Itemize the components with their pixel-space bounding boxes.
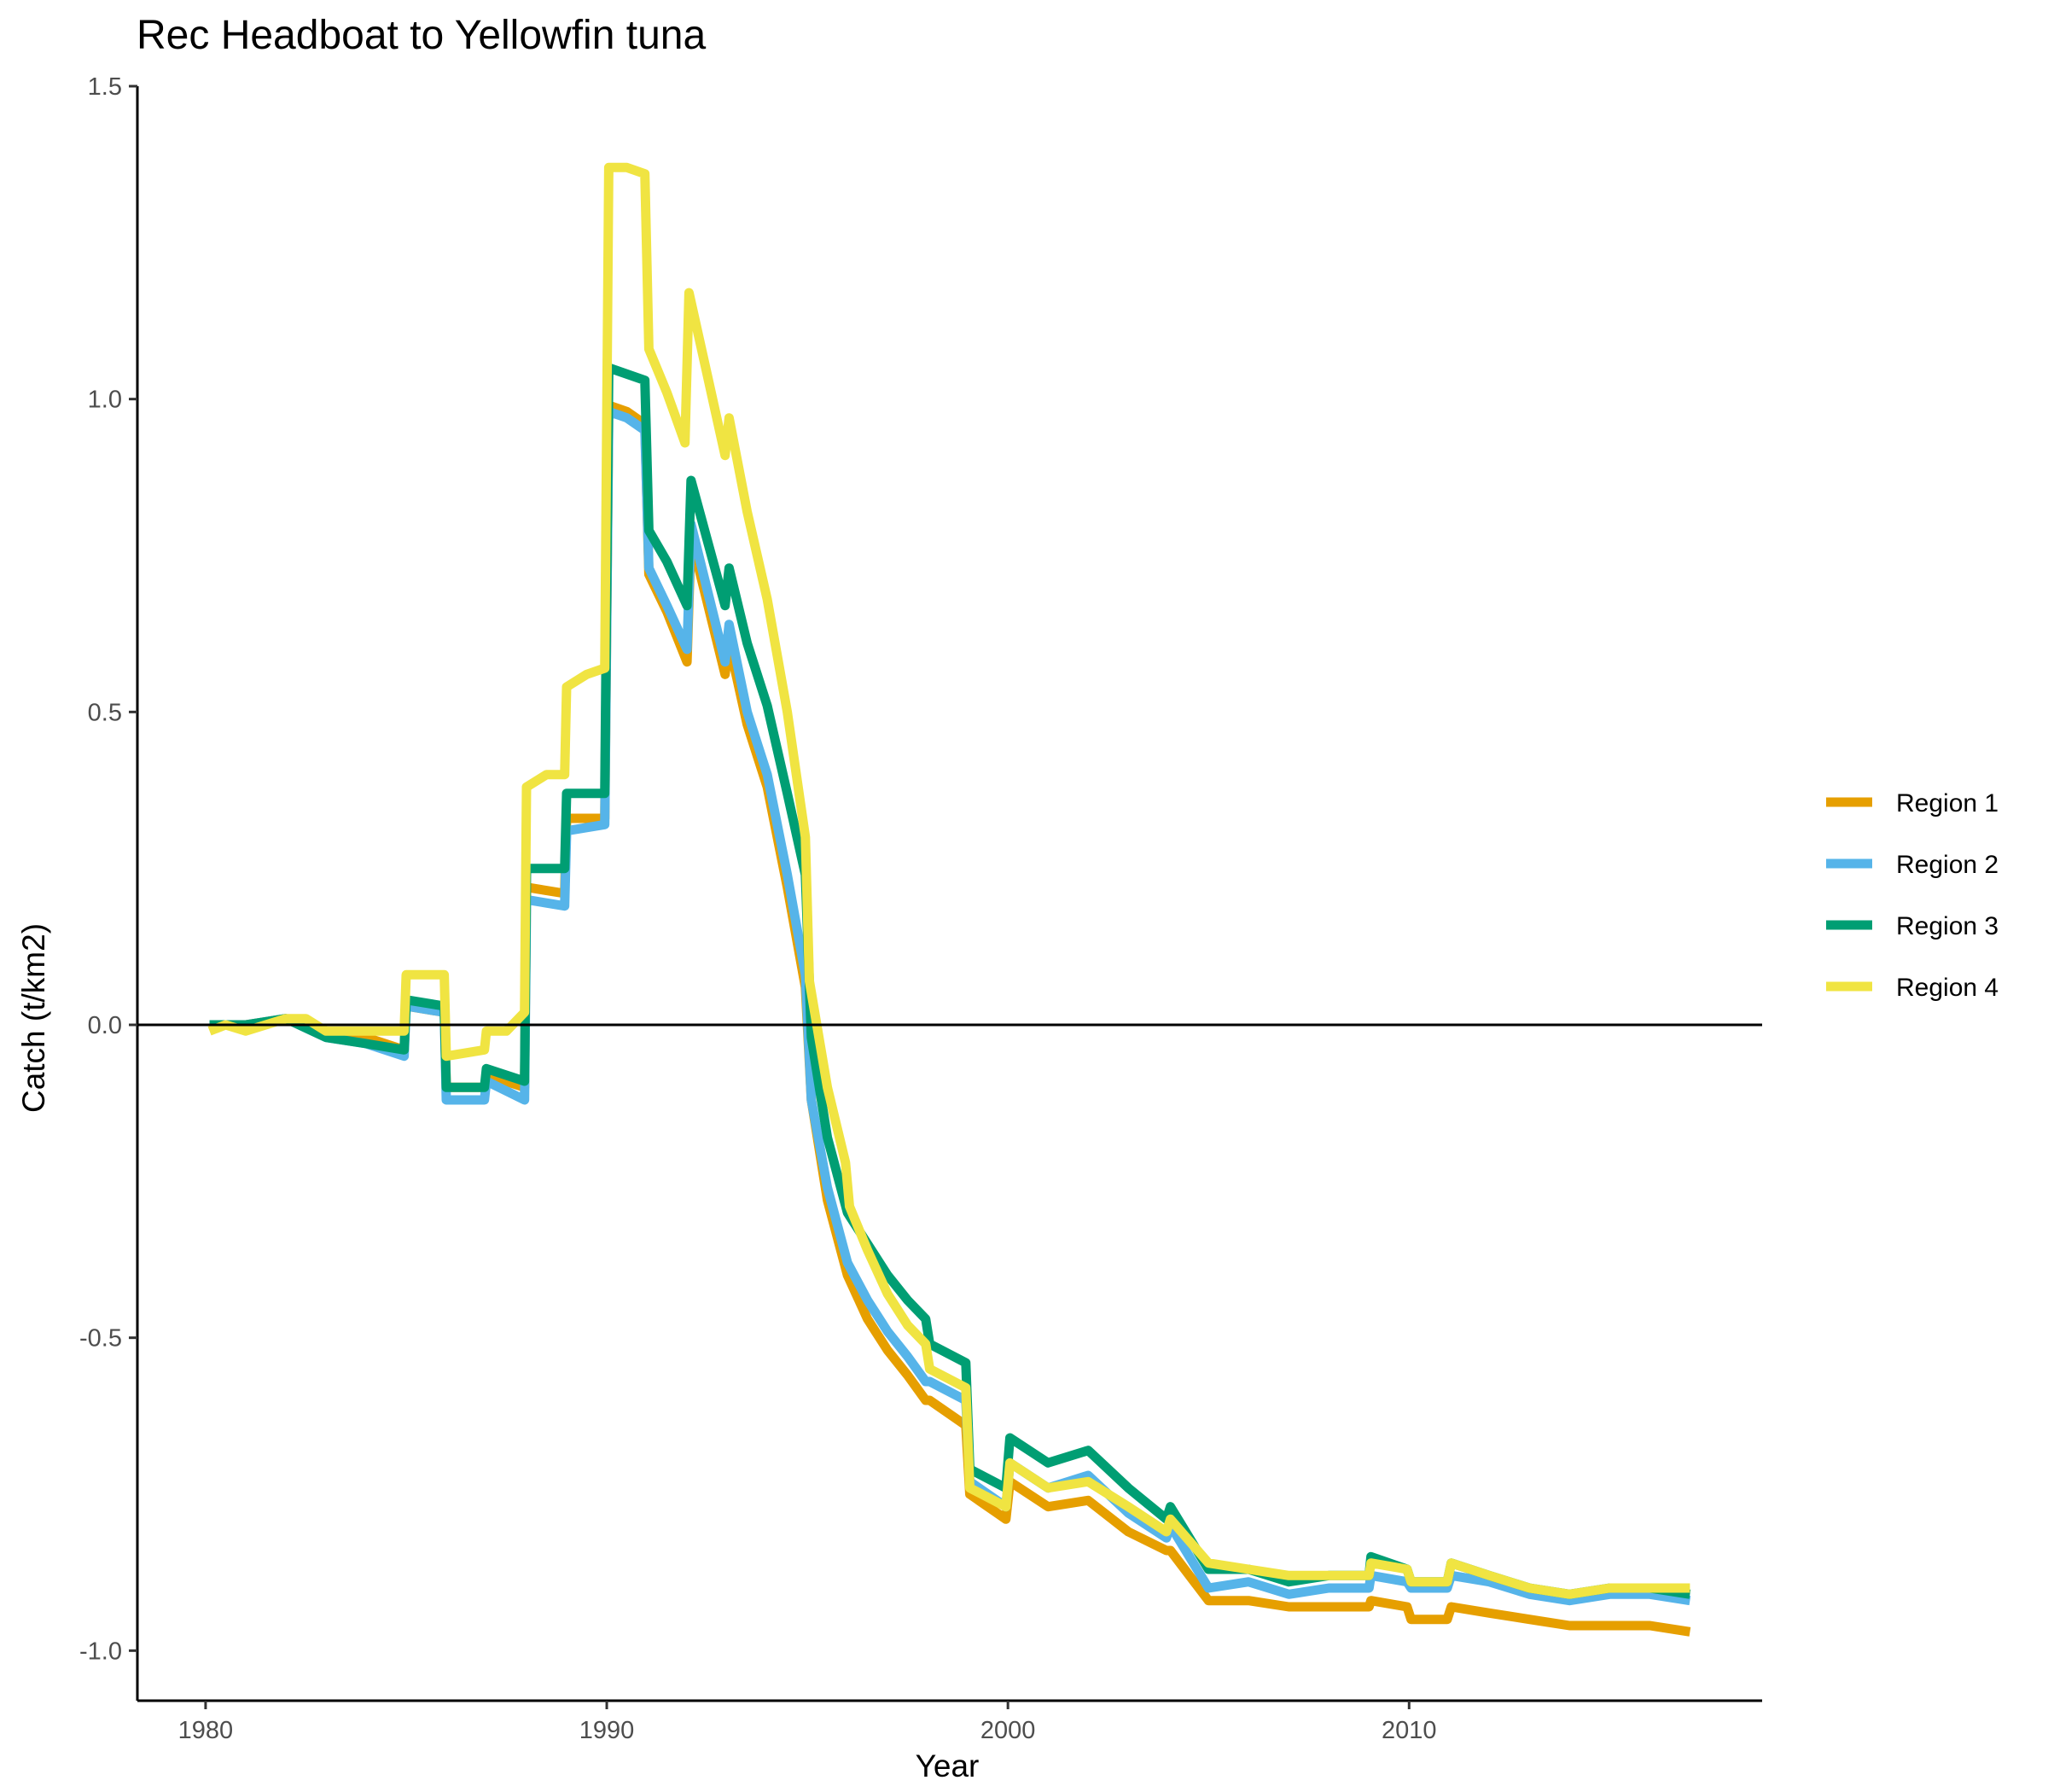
x-axis: 1980 1990 2000 2010	[178, 1701, 1437, 1744]
y-tick-label: 1.0	[88, 387, 122, 414]
x-tick-label: 2000	[980, 1717, 1036, 1744]
x-tick-label: 1980	[178, 1717, 234, 1744]
x-axis-title: Year	[916, 1748, 980, 1783]
series-line-4	[207, 162, 1690, 1599]
y-axis-title: Catch (t/km2)	[16, 923, 51, 1113]
x-tick-label: 1990	[579, 1717, 635, 1744]
legend-label-1: Region 1	[1896, 789, 1999, 817]
series-line-1	[209, 400, 1691, 1637]
x-tick-label: 2010	[1382, 1717, 1437, 1744]
y-tick-label: -0.5	[79, 1325, 122, 1353]
legend: Region 1 Region 2 Region 3 Region 4	[1826, 789, 1999, 1002]
y-axis: -1.0 -0.5 0.0 0.5 1.0 1.5	[79, 73, 137, 1665]
y-tick-label: 0.0	[88, 1012, 122, 1039]
legend-label-4: Region 4	[1896, 974, 1999, 1002]
y-tick-label: 1.5	[88, 73, 122, 101]
series-layer	[207, 162, 1691, 1637]
legend-label-2: Region 2	[1896, 851, 1999, 879]
legend-label-3: Region 3	[1896, 912, 1999, 940]
y-tick-label: -1.0	[79, 1638, 122, 1665]
y-tick-label: 0.5	[88, 699, 122, 726]
chart-title: Rec Headboat to Yellowfin tuna	[137, 13, 707, 58]
